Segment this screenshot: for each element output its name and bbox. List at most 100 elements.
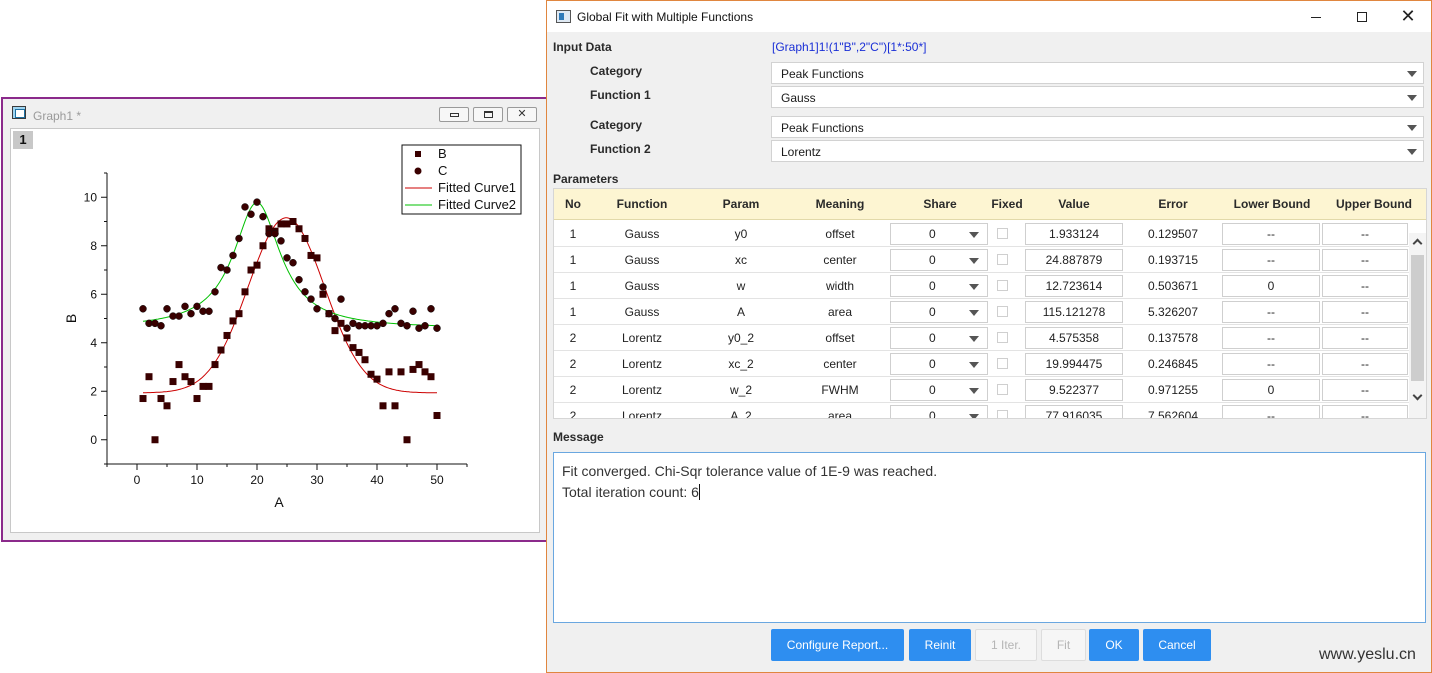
table-row[interactable]: 1 Gauss w width 0 12.723614 0.503671 0 -- <box>554 273 1409 299</box>
dialog-close-button[interactable]: ✕ <box>1385 1 1431 32</box>
data-point-b <box>229 317 237 325</box>
input-data-value[interactable]: [Graph1]1!(1"B",2"C")[1*:50*] <box>772 40 927 54</box>
value-input[interactable]: 19.994475 <box>1025 353 1123 375</box>
scroll-thumb[interactable] <box>1411 255 1424 381</box>
value-input[interactable]: 1.933124 <box>1025 223 1123 245</box>
data-point-b <box>385 368 393 376</box>
fixed-checkbox[interactable] <box>997 358 1008 369</box>
lower-bound-input[interactable]: -- <box>1222 301 1320 323</box>
fixed-checkbox[interactable] <box>997 254 1008 265</box>
lower-bound-input[interactable]: -- <box>1222 405 1320 418</box>
value-input[interactable]: 12.723614 <box>1025 275 1123 297</box>
layer-tab[interactable]: 1 <box>13 131 33 149</box>
lower-bound-input[interactable]: 0 <box>1222 275 1320 297</box>
col-meaning[interactable]: Meaning <box>815 197 865 211</box>
col-lower-bound[interactable]: Lower Bound <box>1233 197 1311 211</box>
scroll-down-button[interactable] <box>1409 385 1426 405</box>
table-row[interactable]: 2 Lorentz y0_2 offset 0 4.575358 0.137578 -- -- <box>554 325 1409 351</box>
data-point-b <box>199 382 207 390</box>
value-input[interactable]: 4.575358 <box>1025 327 1123 349</box>
upper-bound-input[interactable]: -- <box>1322 405 1408 418</box>
col-no[interactable]: No <box>565 197 581 211</box>
graph-titlebar[interactable]: Graph1 * ✕ <box>3 99 546 126</box>
value-input[interactable]: 115.121278 <box>1025 301 1123 323</box>
lower-bound-input[interactable]: 0 <box>1222 379 1320 401</box>
configure-report-button[interactable]: Configure Report... <box>771 629 904 661</box>
close-button[interactable]: ✕ <box>507 107 537 122</box>
col-fixed[interactable]: Fixed <box>991 197 1023 211</box>
upper-bound-input[interactable]: -- <box>1322 327 1408 349</box>
global-fit-dialog[interactable]: Global Fit with Multiple Functions ✕ Inp… <box>546 0 1432 673</box>
col-share[interactable]: Share <box>923 197 957 211</box>
share-select[interactable]: 0 <box>890 327 988 349</box>
upper-bound-input[interactable]: -- <box>1322 353 1408 375</box>
table-scrollbar[interactable] <box>1409 233 1426 418</box>
message-box[interactable]: Fit converged. Chi-Sqr tolerance value o… <box>553 452 1426 623</box>
value-input[interactable]: 77.916035 <box>1025 405 1123 418</box>
share-select[interactable]: 0 <box>890 405 988 418</box>
data-point-c <box>307 295 315 303</box>
value-input[interactable]: 24.887879 <box>1025 249 1123 271</box>
cancel-button[interactable]: Cancel <box>1143 629 1211 661</box>
category1-select[interactable]: Peak Functions <box>771 62 1424 84</box>
table-row[interactable]: 2 Lorentz xc_2 center 0 19.994475 0.246845 -- -- <box>554 351 1409 377</box>
category2-select[interactable]: Peak Functions <box>771 116 1424 138</box>
upper-bound-input[interactable]: -- <box>1322 301 1408 323</box>
one-iteration-button[interactable]: 1 Iter. <box>975 629 1037 661</box>
minimize-button[interactable] <box>439 107 469 122</box>
table-row[interactable]: 1 Gauss y0 offset 0 1.933124 0.129507 -- -- <box>554 221 1409 247</box>
cell-no: 2 <box>569 383 577 397</box>
data-point-c <box>301 288 309 296</box>
ok-button[interactable]: OK <box>1089 629 1139 661</box>
fixed-checkbox[interactable] <box>997 410 1008 418</box>
value-input[interactable]: 9.522377 <box>1025 379 1123 401</box>
data-point-b <box>151 436 159 444</box>
data-point-c <box>229 251 237 260</box>
col-error[interactable]: Error <box>1158 197 1188 211</box>
share-select[interactable]: 0 <box>890 379 988 401</box>
graph-window[interactable]: Graph1 * ✕ 0 10 20 30 40 50 0 2 4 6 8 10 A B B C Fitted … <box>1 97 548 542</box>
share-select[interactable]: 0 <box>890 223 988 245</box>
legend-label: C <box>438 163 447 178</box>
table-row[interactable]: 2 Lorentz w_2 FWHM 0 9.522377 0.971255 0 -- <box>554 377 1409 403</box>
upper-bound-input[interactable]: -- <box>1322 223 1408 245</box>
dialog-minimize-button[interactable] <box>1293 1 1339 32</box>
lower-bound-input[interactable]: -- <box>1222 353 1320 375</box>
table-row[interactable]: 2 Lorentz A_2 area 0 77.916035 7.562604 -- -- <box>554 403 1409 419</box>
fixed-checkbox[interactable] <box>997 228 1008 239</box>
maximize-button[interactable] <box>473 107 503 122</box>
upper-bound-input[interactable]: -- <box>1322 249 1408 271</box>
col-upper-bound[interactable]: Upper Bound <box>1336 197 1412 211</box>
share-select[interactable]: 0 <box>890 275 988 297</box>
col-value[interactable]: Value <box>1058 197 1090 211</box>
upper-bound-input[interactable]: -- <box>1322 275 1408 297</box>
share-select[interactable]: 0 <box>890 301 988 323</box>
fixed-checkbox[interactable] <box>997 384 1008 395</box>
cell-error: 7.562604 <box>1147 409 1199 419</box>
scroll-up-button[interactable] <box>1409 233 1426 253</box>
fixed-checkbox[interactable] <box>997 306 1008 317</box>
share-select[interactable]: 0 <box>890 353 988 375</box>
lower-bound-input[interactable]: -- <box>1222 327 1320 349</box>
fixed-checkbox[interactable] <box>997 332 1008 343</box>
graph-canvas[interactable]: 0 10 20 30 40 50 0 2 4 6 8 10 A B B C Fitted Curve1 Fitte… <box>10 128 540 533</box>
reinit-button[interactable]: Reinit <box>909 629 971 661</box>
share-select[interactable]: 0 <box>890 249 988 271</box>
lower-bound-input[interactable]: -- <box>1222 223 1320 245</box>
function2-select[interactable]: Lorentz <box>771 140 1424 162</box>
fixed-checkbox[interactable] <box>997 280 1008 291</box>
share-value: 0 <box>929 331 936 345</box>
data-point-b <box>331 327 339 335</box>
parameters-table[interactable]: No Function Param Meaning Share Fixed Va… <box>553 188 1427 419</box>
dialog-maximize-button[interactable] <box>1339 1 1385 32</box>
fit-button[interactable]: Fit <box>1041 629 1086 661</box>
upper-bound-input[interactable]: -- <box>1322 379 1408 401</box>
table-row[interactable]: 1 Gauss xc center 0 24.887879 0.193715 -- -- <box>554 247 1409 273</box>
function1-select[interactable]: Gauss <box>771 86 1424 108</box>
lower-bound-input[interactable]: -- <box>1222 249 1320 271</box>
col-param[interactable]: Param <box>722 197 760 211</box>
dialog-titlebar[interactable]: Global Fit with Multiple Functions ✕ <box>547 1 1431 32</box>
col-function[interactable]: Function <box>616 197 668 211</box>
